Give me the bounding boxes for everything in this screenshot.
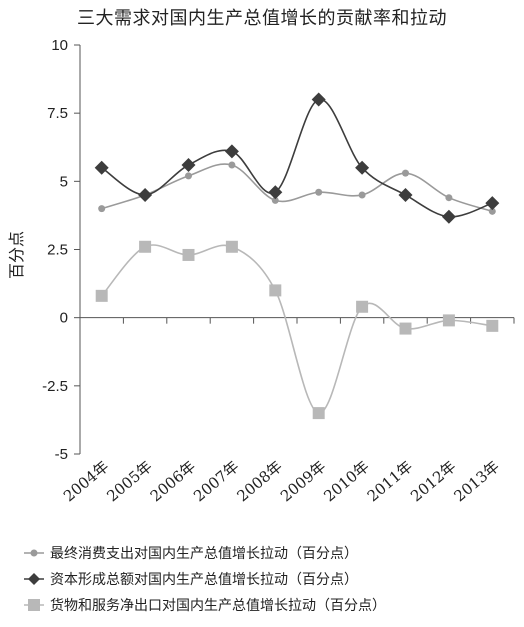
x-tick-label: 2012年 bbox=[407, 457, 459, 505]
data-point bbox=[315, 188, 323, 196]
y-tick-label: -2.5 bbox=[42, 378, 68, 395]
data-point bbox=[269, 284, 282, 297]
series-diamond bbox=[94, 92, 500, 224]
series-square bbox=[95, 240, 499, 420]
y-tick-label: 0 bbox=[60, 310, 68, 327]
series-line bbox=[101, 163, 493, 213]
x-tick-label: 2009年 bbox=[277, 457, 329, 505]
x-tick-label: 2008年 bbox=[234, 457, 286, 505]
legend-marker bbox=[28, 573, 40, 585]
data-point bbox=[268, 185, 283, 200]
x-tick-label: 2006年 bbox=[147, 457, 199, 505]
series-line bbox=[101, 244, 493, 414]
data-point bbox=[139, 240, 152, 253]
data-point bbox=[441, 209, 456, 224]
x-tick-label: 2007年 bbox=[190, 457, 242, 505]
data-point bbox=[182, 248, 195, 261]
data-point bbox=[399, 322, 412, 335]
data-point bbox=[271, 196, 279, 204]
y-axis-ticks: 10 7.5 5 2.5 0 -2.5 -5 bbox=[42, 37, 80, 463]
data-point bbox=[312, 407, 325, 420]
data-point bbox=[398, 187, 413, 202]
x-tick-label: 2005年 bbox=[103, 457, 155, 505]
data-point bbox=[311, 92, 326, 107]
x-axis-ticks: 2004年2005年2006年2007年2008年2009年2010年2011年… bbox=[60, 317, 515, 505]
legend-marker bbox=[30, 549, 38, 557]
y-tick-label: 2.5 bbox=[47, 242, 68, 259]
legend-label: 最终消费支出对国内生产总值增长拉动（百分点） bbox=[50, 546, 358, 562]
y-tick-label: 7.5 bbox=[47, 105, 68, 122]
data-point bbox=[488, 207, 496, 215]
data-point bbox=[358, 191, 366, 199]
data-point bbox=[185, 172, 192, 180]
data-point bbox=[181, 157, 196, 172]
data-point bbox=[402, 169, 409, 177]
data-point bbox=[94, 160, 109, 175]
data-point bbox=[98, 205, 106, 213]
y-axis-label: 百分点 bbox=[7, 231, 26, 279]
x-tick-label: 2011年 bbox=[364, 457, 416, 505]
data-point bbox=[356, 300, 369, 313]
series-circle bbox=[98, 161, 496, 215]
data-point bbox=[224, 144, 239, 159]
y-tick-label: -5 bbox=[55, 446, 68, 463]
chart-legend: 最终消费支出对国内生产总值增长拉动（百分点） 资本形成总额对国内生产总值增长拉动（… bbox=[24, 546, 386, 614]
data-point bbox=[486, 319, 499, 332]
y-tick-label: 5 bbox=[60, 173, 68, 190]
chart-series bbox=[94, 92, 500, 420]
data-point bbox=[225, 240, 238, 253]
data-point bbox=[355, 160, 370, 175]
legend-label: 货物和服务净出口对国内生产总值增长拉动（百分点） bbox=[50, 597, 386, 614]
series-line bbox=[101, 98, 493, 218]
data-point bbox=[445, 194, 453, 202]
y-tick-label: 10 bbox=[51, 37, 68, 54]
legend-marker bbox=[28, 599, 40, 611]
x-tick-label: 2013年 bbox=[451, 457, 503, 505]
x-tick-label: 2010年 bbox=[320, 457, 372, 505]
data-point bbox=[228, 161, 236, 169]
data-point bbox=[442, 314, 455, 327]
legend-label: 资本形成总额对国内生产总值增长拉动（百分点） bbox=[50, 572, 358, 588]
x-tick-label: 2004年 bbox=[60, 457, 112, 505]
data-point bbox=[485, 196, 500, 211]
data-point bbox=[138, 187, 153, 202]
chart-title: 三大需求对国内生产总值增长的贡献率和拉动 bbox=[77, 8, 447, 29]
data-point bbox=[95, 289, 108, 302]
